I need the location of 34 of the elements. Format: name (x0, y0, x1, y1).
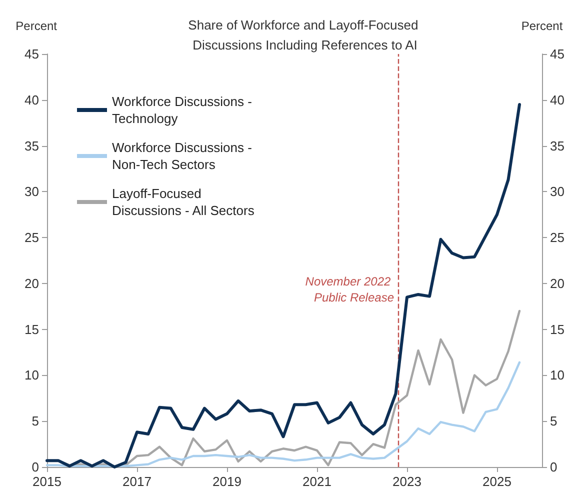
y2-tick-label: 20 (550, 276, 564, 291)
y2-tick-label: 35 (550, 138, 564, 154)
y2-tick-label: 45 (550, 46, 564, 62)
y-tick-label: 15 (24, 322, 39, 337)
x-tick-label: 2017 (122, 474, 152, 489)
y2-tick-label: 10 (550, 368, 564, 383)
y-tick-label: 40 (24, 92, 39, 108)
y2-axis-title: Percent (521, 19, 564, 33)
legend-label: Workforce Discussions - Non-Tech Sectors (112, 140, 256, 172)
y2-tick-label: 40 (550, 92, 564, 108)
x-tick-label: 2015 (32, 474, 62, 489)
x-tick-label: 2021 (302, 474, 332, 489)
y-tick-label: 5 (32, 414, 39, 429)
x-tick-label: 2025 (482, 474, 512, 489)
y2-tick-label: 5 (550, 414, 558, 429)
y-tick-label: 25 (24, 230, 39, 246)
y-tick-label: 20 (24, 276, 39, 291)
x-tick-label: 2023 (392, 474, 422, 489)
y-tick-label: 10 (24, 368, 39, 383)
legend-label: Workforce Discussions - Technology (112, 94, 256, 126)
y2-tick-label: 25 (550, 230, 564, 246)
y2-tick-label: 15 (550, 322, 564, 337)
y-tick-label: 45 (24, 46, 39, 62)
y2-tick-label: 30 (550, 184, 564, 200)
y-axis-title: Percent (16, 19, 58, 33)
y2-tick-label: 0 (550, 460, 558, 474)
y-tick-label: 30 (24, 184, 39, 200)
line-series (46, 361, 521, 468)
y-tick-label: 0 (32, 460, 39, 474)
chart-title: Share of Workforce and Layoff-Focused Discussions Including References to AI (188, 18, 422, 52)
y-tick-label: 35 (24, 138, 39, 154)
ref-line-label: November 2022 Public Release (305, 274, 394, 304)
x-tick-label: 2019 (212, 474, 242, 489)
legend-label: Layoff-Focused Discussions - All Sectors (112, 186, 255, 218)
